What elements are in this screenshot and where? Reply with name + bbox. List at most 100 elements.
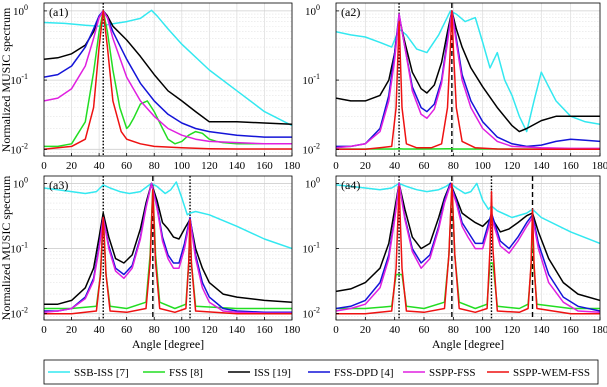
x-tick-label: 100 [474,324,491,336]
series-line-fssdpd [44,10,292,138]
x-tick-label: 180 [284,324,301,336]
y-tick-label: 10-2 [10,306,28,321]
y-tick-base: 10 [302,144,314,156]
series-line-ssppfss [336,10,600,150]
y-tick-exponent: -2 [21,306,28,315]
y-tick-exponent: 0 [24,3,28,12]
x-tick-label: 0 [333,160,339,172]
series-line-ssbiss [44,9,292,127]
y-tick-label: 10-1 [302,72,320,87]
series-line-ssppwemfss [336,10,600,151]
x-tick-label: 100 [174,324,191,336]
x-axis-label: Angle [degree] [432,337,504,351]
x-tick-label: 60 [121,324,133,336]
x-tick-label: 140 [533,160,550,172]
x-tick-label: 60 [419,160,431,172]
x-tick-label: 100 [474,160,491,172]
legend-item: SSPP-FSS [403,367,476,379]
series-line-ssppwemfss [44,10,292,151]
x-tick-label: 160 [562,324,579,336]
x-tick-label: 120 [201,160,218,172]
y-tick-label: 10-2 [302,141,320,156]
y-tick-label: 100 [305,175,320,190]
series-line-iss [44,10,292,126]
series-group [336,176,600,320]
series-line-fss [44,10,292,148]
axes-frame [43,2,293,157]
y-tick-label: 100 [13,3,28,18]
x-tick-label: 0 [41,324,47,336]
legend-label: FSS-DPD [4] [334,367,394,379]
y-tick-exponent: -2 [313,141,320,150]
x-tick-label: 120 [504,324,521,336]
x-tick-label: 80 [448,324,460,336]
y-tick-base: 10 [302,309,314,321]
x-tick-label: 120 [504,160,521,172]
legend: SSB-ISS [7] FSS [8] ISS [19] FSS-DPD [4] SSP… [43,359,599,385]
axes-frame [43,175,293,321]
series-group [44,3,292,156]
y-tick-exponent: 0 [316,175,320,184]
legend-label: SSB-ISS [7] [74,367,129,379]
panel-label: (a1) [49,5,68,19]
panel-label: (a2) [341,5,360,19]
legend-label: SSPP-FSS [429,367,476,379]
y-tick-label: 10-1 [10,241,28,256]
x-tick-label: 100 [174,160,191,172]
y-tick-exponent: -1 [313,241,320,250]
y-tick-exponent: -1 [21,72,28,81]
y-tick-label: 100 [13,175,28,190]
series-line-ssppfss [44,182,292,314]
x-tick-label: 140 [229,324,246,336]
y-tick-base: 10 [13,6,25,18]
y-tick-exponent: -1 [21,241,28,250]
y-tick-label: 10-1 [302,241,320,256]
y-tick-base: 10 [10,75,22,87]
y-tick-base: 10 [302,75,314,87]
axes-frame [335,175,601,321]
panel-label: (a4) [341,178,360,192]
y-tick-label: 10-2 [302,306,320,321]
y-axis-label: Normalized MUSIC spectrum [0,7,13,152]
x-tick-label: 40 [94,324,106,336]
x-tick-label: 140 [229,160,246,172]
y-tick-base: 10 [305,178,317,190]
x-tick-label: 160 [256,160,273,172]
x-tick-label: 180 [284,160,301,172]
y-axis-label: Normalized MUSIC spectrum [0,175,13,320]
x-tick-label: 60 [419,324,431,336]
x-tick-label: 0 [333,324,339,336]
x-tick-label: 20 [66,324,78,336]
legend-item: FSS-DPD [4] [308,367,394,379]
legend-item: SSB-ISS [7] [48,367,129,379]
y-tick-label: 10-1 [10,72,28,87]
x-tick-label: 20 [66,160,78,172]
x-tick-label: 60 [121,160,133,172]
y-tick-exponent: -1 [313,72,320,81]
legend-label: FSS [8] [169,367,203,379]
legend-item: FSS [8] [143,367,203,379]
x-tick-label: 20 [360,160,372,172]
y-tick-base: 10 [13,178,25,190]
x-tick-label: 120 [201,324,218,336]
x-tick-label: 180 [592,324,607,336]
x-tick-label: 40 [389,324,401,336]
x-tick-label: 140 [533,324,550,336]
legend-item: ISS [19] [228,367,291,379]
y-tick-exponent: -2 [313,306,320,315]
y-tick-base: 10 [10,309,22,321]
series-line-ssppfss [44,10,292,145]
x-tick-label: 80 [149,160,161,172]
y-tick-base: 10 [305,6,317,18]
series-line-ssppwemfss [44,188,292,315]
x-tick-label: 160 [562,160,579,172]
y-tick-base: 10 [302,244,314,256]
y-tick-label: 10-2 [10,141,28,156]
x-tick-label: 160 [256,324,273,336]
series-line-ssbiss [336,10,600,133]
x-tick-label: 80 [448,160,460,172]
